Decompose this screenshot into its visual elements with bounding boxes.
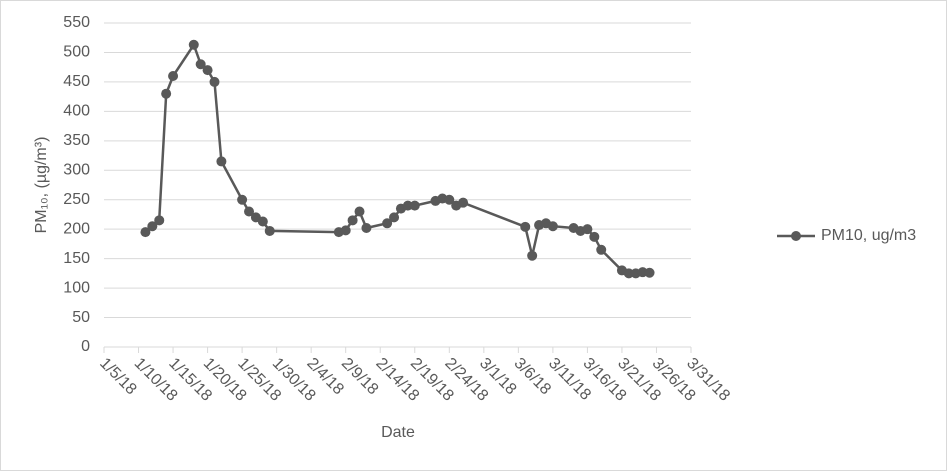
data-point: [589, 231, 600, 242]
data-point: [340, 225, 351, 236]
data-point: [161, 88, 172, 99]
y-tick-label: 200: [63, 220, 90, 237]
y-axis-label: PM₁₀, (µg/m³): [33, 137, 50, 234]
data-point: [195, 59, 206, 70]
legend-label: PM10, ug/m3: [821, 227, 916, 244]
y-tick-label: 300: [63, 161, 90, 178]
data-point: [202, 65, 213, 76]
data-point: [209, 76, 220, 87]
data-point: [582, 224, 593, 235]
data-point: [644, 267, 655, 278]
data-point: [527, 250, 538, 261]
data-point: [361, 223, 372, 234]
data-point: [237, 194, 248, 205]
data-point: [168, 71, 179, 82]
data-point: [409, 200, 420, 211]
data-point: [520, 221, 531, 232]
y-tick-label: 350: [63, 132, 90, 149]
data-point: [389, 212, 400, 223]
y-tick-label: 250: [63, 191, 90, 208]
y-tick-label: 50: [72, 309, 90, 326]
data-point: [188, 39, 199, 50]
y-tick-label: 150: [63, 250, 90, 267]
data-point: [354, 206, 365, 217]
data-point: [382, 218, 393, 229]
data-point: [623, 268, 634, 279]
data-point: [257, 216, 268, 227]
data-point: [547, 221, 558, 232]
y-tick-label: 450: [63, 73, 90, 90]
data-point: [458, 197, 469, 208]
y-tick-label: 500: [63, 44, 90, 61]
legend-marker: [791, 231, 801, 241]
y-tick-label: 100: [63, 279, 90, 296]
data-point: [444, 194, 455, 205]
y-tick-label: 400: [63, 103, 90, 120]
y-tick-label: 0: [81, 338, 90, 355]
data-point: [402, 200, 413, 211]
data-point: [140, 227, 151, 238]
data-point: [244, 206, 255, 217]
data-point: [154, 215, 165, 226]
data-point: [596, 244, 607, 255]
data-point: [147, 221, 158, 232]
data-point: [264, 225, 275, 236]
data-point: [347, 215, 358, 226]
data-point: [216, 156, 227, 167]
x-axis-label: Date: [381, 424, 415, 441]
y-tick-label: 550: [63, 14, 90, 31]
